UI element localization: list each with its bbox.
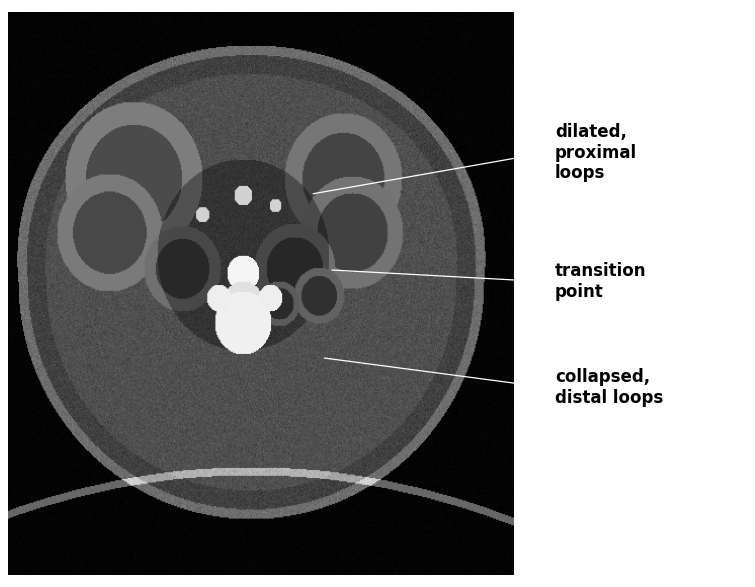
- Text: dilated,
proximal
loops: dilated, proximal loops: [555, 123, 637, 183]
- Text: collapsed,
distal loops: collapsed, distal loops: [555, 368, 663, 407]
- Text: transition
point: transition point: [555, 262, 646, 301]
